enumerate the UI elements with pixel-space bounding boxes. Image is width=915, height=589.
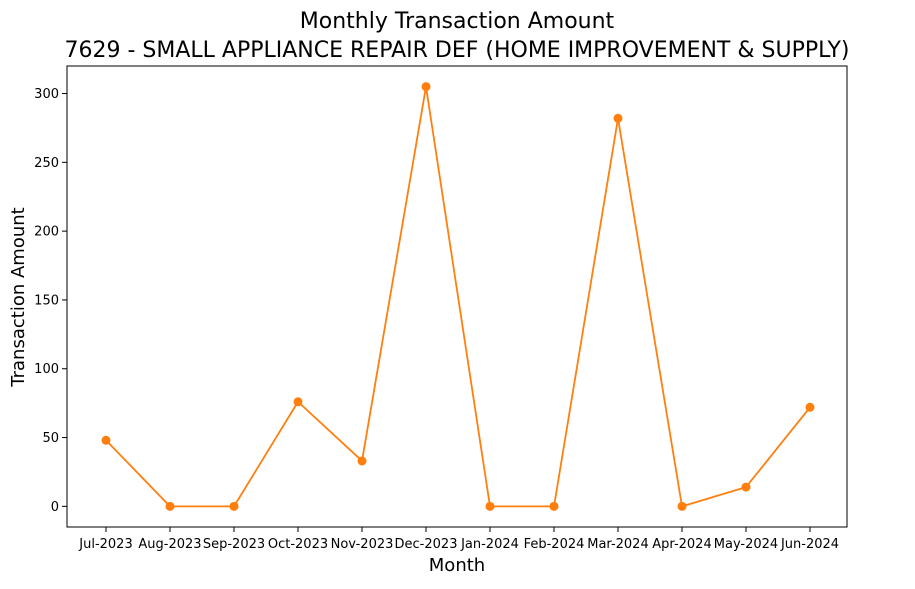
x-tick-label: Oct-2023 [268,537,328,552]
plot-area-frame [66,65,848,528]
data-point [613,113,623,123]
series-line [105,85,811,508]
data-point [805,402,815,412]
y-axis: 0 50 100 150 200 250 300 [34,87,67,515]
y-axis-label: Transaction Amount [8,207,29,387]
y-tick-label: 150 [34,293,59,308]
x-tick-label: Nov-2023 [331,537,394,552]
x-tick-label: Sep-2023 [203,537,265,552]
y-tick-label: 200 [34,225,59,240]
data-point [357,456,367,466]
x-tick-label: Jan-2024 [460,537,519,552]
x-tick-label: May-2024 [714,537,778,552]
x-tick-label: Feb-2024 [524,537,585,552]
y-tick-label: 300 [34,87,59,102]
y-tick-label: 0 [51,500,59,515]
x-tick-label: Jul-2023 [78,537,132,552]
data-point [165,501,175,511]
x-tick-label: Apr-2024 [652,537,711,552]
x-axis-label: Month [429,555,485,576]
data-point [101,435,111,445]
data-point [677,501,687,511]
x-tick-label: Jun-2024 [780,537,839,552]
data-point [229,501,239,511]
y-tick-label: 100 [34,362,59,377]
x-tick-label: Dec-2023 [395,537,458,552]
series-layer [101,82,815,511]
x-tick-label: Aug-2023 [138,537,201,552]
x-axis: Jul-2023 Aug-2023 Sep-2023 Oct-2023 Nov-2023… [78,527,839,552]
chart-title: Monthly Transaction Amount [300,9,615,34]
data-point [485,501,495,511]
data-point [741,482,751,492]
data-point [549,501,559,511]
data-point [421,82,431,92]
chart-subtitle: 7629 - SMALL APPLIANCE REPAIR DEF (HOME … [65,38,850,63]
y-tick-label: 50 [42,431,59,446]
x-tick-label: Mar-2024 [587,537,648,552]
y-tick-label: 250 [34,156,59,171]
data-point [293,397,303,407]
